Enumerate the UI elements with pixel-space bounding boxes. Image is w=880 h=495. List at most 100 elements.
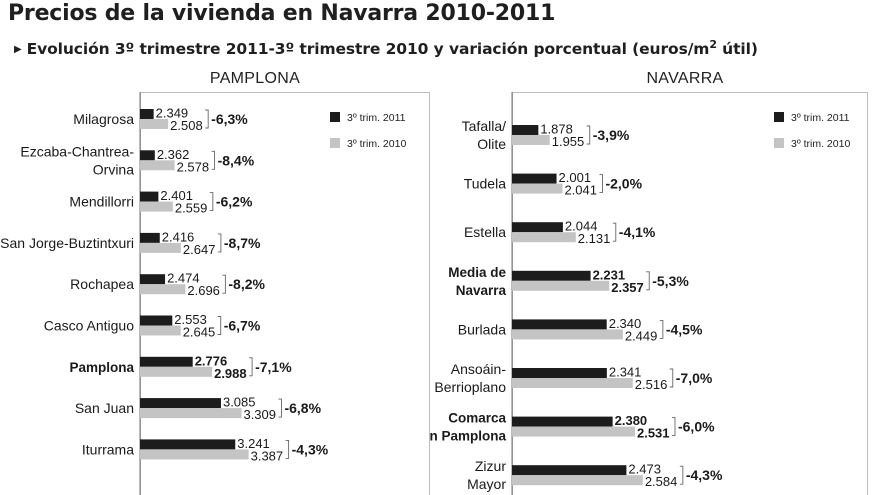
pamplona-legend-swatch-2010 <box>330 138 340 148</box>
navarra-bracket <box>646 271 650 291</box>
pamplona-bar-2010 <box>140 366 213 377</box>
navarra-bracket <box>679 465 684 485</box>
pamplona-variation-label: -8,7% <box>224 235 261 251</box>
pamplona-bar-2010 <box>140 449 249 460</box>
chart-subtitle: ▶ Evolución 3º trimestre 2011-3º trimestr… <box>14 38 758 58</box>
navarra-category-label: Zizur <box>475 458 506 474</box>
navarra-bar-2010 <box>512 378 633 388</box>
navarra-category-label: Ansoáin- <box>451 361 507 377</box>
navarra-value-label-2010: 2.531 <box>637 426 670 441</box>
pamplona-variation-label: -6,3% <box>211 111 248 127</box>
navarra-bracket <box>671 417 676 437</box>
pamplona-bar-2010 <box>140 325 181 336</box>
pamplona-bar-2010 <box>140 242 181 253</box>
navarra-bracket <box>659 319 664 339</box>
navarra-category-label: Tafalla/ <box>462 118 506 134</box>
navarra-bar-2011 <box>512 270 591 281</box>
subtitle-text: Evolución 3º trimestre 2011-3º trimestre… <box>26 40 710 58</box>
pamplona-value-label-2010: 2.508 <box>170 118 203 133</box>
navarra-legend-label-2010: 3º trim. 2010 <box>791 138 850 150</box>
navarra-value-label-2010: 2.449 <box>625 328 658 343</box>
pamplona-value-label-2010: 2.645 <box>183 325 216 340</box>
navarra-bar-2011 <box>512 368 607 378</box>
pamplona-bar-2011 <box>140 274 166 285</box>
navarra-variation-label: -5,3% <box>652 273 689 289</box>
pamplona-bar-2011 <box>140 232 160 243</box>
pamplona-value-label-2011: 2.401 <box>160 188 193 203</box>
pamplona-bracket <box>285 439 290 459</box>
navarra-variation-label: -7,0% <box>676 370 713 386</box>
pamplona-bar-2010 <box>140 408 242 419</box>
pamplona-bar-2011 <box>140 315 173 326</box>
navarra-bar-2010 <box>512 426 635 437</box>
pamplona-category-label: Orvina <box>93 161 134 177</box>
pamplona-value-label-2010: 2.578 <box>177 159 210 174</box>
pamplona-value-label-2010: 3.387 <box>251 448 284 463</box>
navarra-value-label-2011: 2.001 <box>559 170 592 185</box>
navarra-legend-swatch-2010 <box>774 138 784 148</box>
navarra-value-label-2011: 2.341 <box>609 365 642 380</box>
pamplona-chart: 3º trim. 2011 3º trim. 2010 Milagrosa 2.349… <box>0 92 430 495</box>
navarra-value-label-2011: 1.878 <box>540 122 573 137</box>
pamplona-value-label-2011: 2.416 <box>162 229 195 244</box>
pamplona-legend-label-2011: 3º trim. 2011 <box>347 112 406 124</box>
navarra-frame <box>512 92 868 495</box>
pamplona-value-label-2011: 2.553 <box>174 312 207 327</box>
navarra-bar-2010 <box>512 232 576 243</box>
navarra-value-label-2010: 2.041 <box>564 183 597 198</box>
triangle-bullet-icon: ▶ <box>14 44 22 55</box>
navarra-bracket <box>599 174 603 194</box>
pamplona-bracket <box>249 357 253 377</box>
navarra-category-label: Tudela <box>464 176 507 192</box>
navarra-variation-label: -4,1% <box>619 224 656 240</box>
navarra-bar-2011 <box>512 173 557 184</box>
navarra-value-label-2011: 2.473 <box>628 462 661 477</box>
navarra-category-label: Navarra <box>456 283 507 298</box>
navarra-variation-label: -4,3% <box>686 467 723 483</box>
pamplona-value-label-2011: 3.085 <box>223 395 256 410</box>
navarra-bar-2011 <box>512 222 563 233</box>
navarra-bar-2011 <box>512 465 627 476</box>
pamplona-bar-2011 <box>140 439 236 450</box>
navarra-value-label-2010: 2.357 <box>611 280 644 295</box>
pamplona-category-label: Pamplona <box>69 360 134 375</box>
navarra-bar-2010 <box>512 280 610 291</box>
navarra-category-label: Olite <box>477 136 506 152</box>
pamplona-category-label: San Jorge-Buztintxuri <box>0 235 134 251</box>
pamplona-value-label-2011: 2.349 <box>156 106 189 121</box>
pamplona-bar-2011 <box>140 109 154 119</box>
navarra-bar-2011 <box>512 125 539 135</box>
pamplona-category-label: Casco Antiguo <box>44 318 134 334</box>
pamplona-value-label-2011: 2.776 <box>195 353 228 368</box>
pamplona-value-label-2011: 2.362 <box>157 147 190 162</box>
navarra-category-label: Berrioplano <box>434 379 506 395</box>
subtitle-superscript: 2 <box>709 38 717 51</box>
pamplona-category-label: Iturrama <box>82 441 134 457</box>
navarra-bracket <box>586 125 591 145</box>
navarra-legend-label-2011: 3º trim. 2011 <box>791 112 850 124</box>
pamplona-bracket <box>217 233 222 253</box>
navarra-category-label: Mayor <box>467 476 506 492</box>
pamplona-bracket <box>209 192 214 212</box>
navarra-value-label-2011: 2.340 <box>609 316 642 331</box>
navarra-bar-2011 <box>512 319 607 330</box>
pamplona-value-label-2010: 2.988 <box>214 366 247 381</box>
navarra-bracket <box>612 222 617 242</box>
navarra-chart: 3º trim. 2011 3º trim. 2010 Tafalla/Olite 1… <box>430 92 868 495</box>
pamplona-legend-label-2010: 3º trim. 2010 <box>347 138 406 150</box>
navarra-panel-title: NAVARRA <box>646 70 724 87</box>
pamplona-variation-label: -8,2% <box>228 276 265 292</box>
navarra-category-label: sin Pamplona <box>430 429 506 444</box>
pamplona-bar-2010 <box>140 284 186 295</box>
pamplona-value-label-2010: 2.647 <box>183 242 216 257</box>
pamplona-bar-2010 <box>140 119 169 129</box>
pamplona-bar-2011 <box>140 150 155 161</box>
navarra-value-label-2011: 2.380 <box>615 413 648 428</box>
pamplona-panel-title: PAMPLONA <box>209 70 301 87</box>
pamplona-bracket <box>222 274 226 294</box>
pamplona-legend-swatch-2011 <box>330 112 340 122</box>
navarra-category-label: Comarca <box>448 411 506 426</box>
pamplona-variation-label: -4,3% <box>292 441 329 457</box>
pamplona-category-label: Ezcaba-Chantrea- <box>20 143 134 159</box>
pamplona-bar-2011 <box>140 356 193 367</box>
